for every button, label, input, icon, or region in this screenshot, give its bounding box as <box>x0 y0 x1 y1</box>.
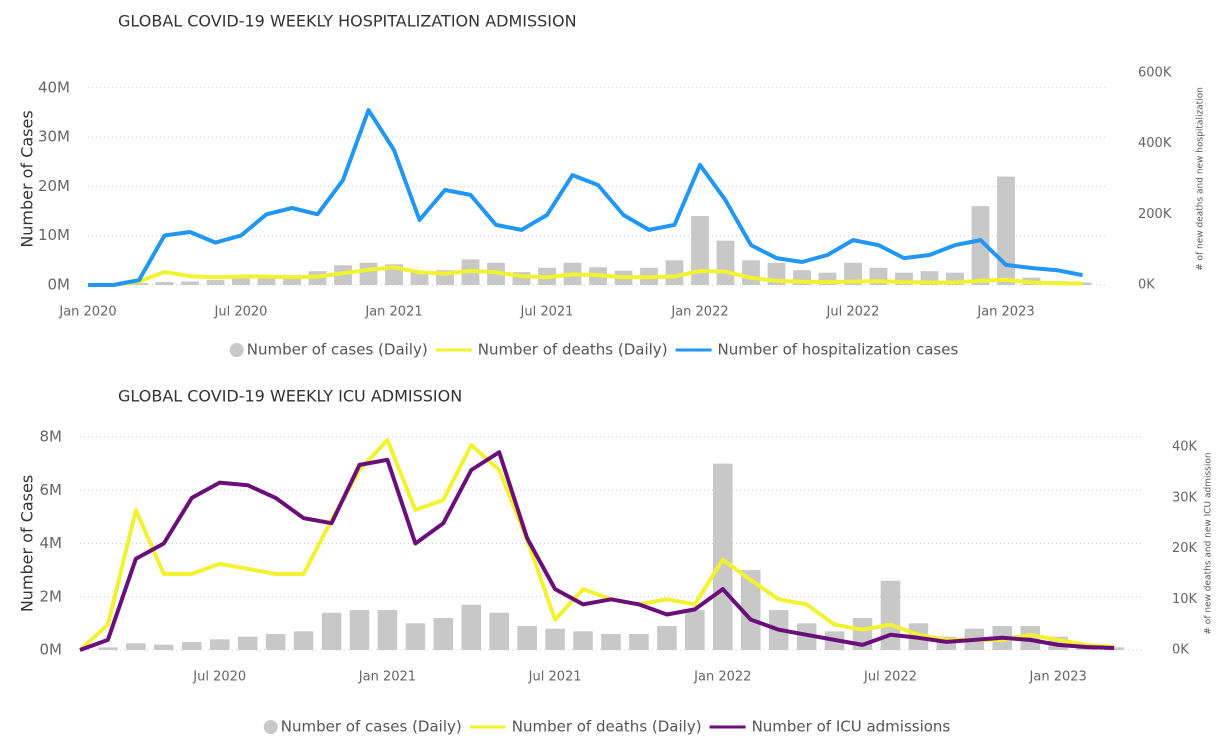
line-series <box>78 438 1115 652</box>
legend-marker <box>263 720 278 734</box>
legend: Number of cases (Daily) Number of deaths … <box>229 341 959 359</box>
bar <box>573 631 593 650</box>
bar <box>209 639 230 650</box>
y-axis-label: Number of Cases <box>18 110 37 247</box>
line-series <box>88 265 1083 287</box>
line-series <box>79 450 1115 652</box>
legend-label: Number of ICU admissions <box>752 718 951 736</box>
bar <box>359 262 378 285</box>
x-tick-label: Jan 2021 <box>364 305 422 320</box>
bar <box>405 623 426 650</box>
bar <box>880 580 901 650</box>
bar <box>545 628 565 650</box>
x-tick-label: Jul 2020 <box>192 670 246 685</box>
y2-tick-label: 40K <box>1172 440 1198 455</box>
y-tick-label: 4M <box>40 534 63 552</box>
legend-marker <box>229 343 244 357</box>
y-tick-label: 30M <box>38 128 70 146</box>
x-tick-label: Jul 2020 <box>214 305 268 320</box>
bar <box>181 281 199 285</box>
y-tick-label: 2M <box>40 587 63 605</box>
x-tick-label: Jan 2021 <box>358 670 416 685</box>
bar <box>98 647 118 650</box>
y2-tick-label: 200K <box>1138 207 1172 222</box>
x-tick-label: Jul 2022 <box>826 305 880 320</box>
y-tick-label: 0M <box>48 276 71 294</box>
bar <box>489 612 509 650</box>
legend-label: Number of deaths (Daily) <box>478 341 668 359</box>
legend-label: Number of hospitalization cases <box>718 341 959 359</box>
legend-label: Number of deaths (Daily) <box>512 718 702 736</box>
y2-tick-label: 20K <box>1172 541 1198 556</box>
x-tick-label: Jan 2020 <box>58 305 116 320</box>
chart: GLOBAL COVID-19 WEEKLY ICU ADMISSION Numb… <box>18 387 1214 736</box>
x-tick-label: Jan 2022 <box>670 305 728 320</box>
bar <box>377 610 398 650</box>
bar <box>321 612 342 650</box>
bar <box>691 215 709 285</box>
bar <box>433 618 454 650</box>
bar <box>349 610 370 650</box>
y2-tick-label: 0K <box>1172 643 1189 658</box>
bar <box>742 260 760 285</box>
x-tick-label: Jul 2022 <box>863 670 917 685</box>
bar <box>155 282 174 285</box>
y-tick-label: 6M <box>40 481 63 499</box>
bar <box>971 206 990 285</box>
y2-tick-label: 10K <box>1172 592 1198 607</box>
legend-label: Number of cases (Daily) <box>281 718 462 736</box>
y2-axis-label: # of new deaths and new ICU admission <box>1204 452 1214 634</box>
y2-tick-label: 600K <box>1138 66 1172 81</box>
x-tick-label: Jan 2022 <box>693 670 751 685</box>
y2-axis-label: # of new deaths and new hospitalization <box>1196 87 1206 271</box>
line-series <box>88 108 1083 287</box>
y2-tick-label: 0K <box>1138 278 1155 293</box>
chart-title: GLOBAL COVID-19 WEEKLY HOSPITALIZATION A… <box>118 12 577 31</box>
bar <box>206 280 225 285</box>
y-tick-label: 10M <box>38 226 70 244</box>
bar <box>265 634 286 650</box>
y-tick-label: 8M <box>40 428 63 446</box>
bar <box>154 644 174 650</box>
y-tick-label: 40M <box>38 78 70 96</box>
bar <box>257 276 276 285</box>
y-axis-label: Number of Cases <box>18 475 37 612</box>
bar <box>716 240 735 285</box>
chart-title: GLOBAL COVID-19 WEEKLY ICU ADMISSION <box>118 387 462 406</box>
chart: GLOBAL COVID-19 WEEKLY HOSPITALIZATION A… <box>18 12 1206 359</box>
x-tick-label: Jan 2023 <box>1029 670 1087 685</box>
bar <box>232 277 250 285</box>
bar <box>410 272 429 285</box>
bar <box>237 636 258 650</box>
bar <box>517 626 537 650</box>
bar <box>601 634 621 650</box>
legend-label: Number of cases (Daily) <box>247 341 428 359</box>
y2-tick-label: 400K <box>1138 136 1172 151</box>
bar <box>126 643 146 650</box>
bar <box>1073 282 1092 285</box>
bar <box>657 626 677 650</box>
y-tick-label: 20M <box>38 177 70 195</box>
bar <box>293 631 314 650</box>
x-tick-label: Jan 2023 <box>976 305 1034 320</box>
bar <box>461 604 482 650</box>
y-tick-label: 0M <box>40 641 63 659</box>
bar <box>629 634 649 650</box>
x-tick-label: Jul 2021 <box>528 670 582 685</box>
bar <box>665 260 684 285</box>
bar <box>130 283 148 285</box>
y2-tick-label: 30K <box>1172 490 1198 505</box>
x-tick-label: Jul 2021 <box>520 305 574 320</box>
bar <box>182 642 202 650</box>
bar <box>997 176 1015 285</box>
bar <box>740 570 761 650</box>
bar <box>685 610 705 650</box>
bar <box>283 275 301 285</box>
bar <box>713 463 733 650</box>
legend: Number of cases (Daily) Number of deaths … <box>263 718 951 736</box>
